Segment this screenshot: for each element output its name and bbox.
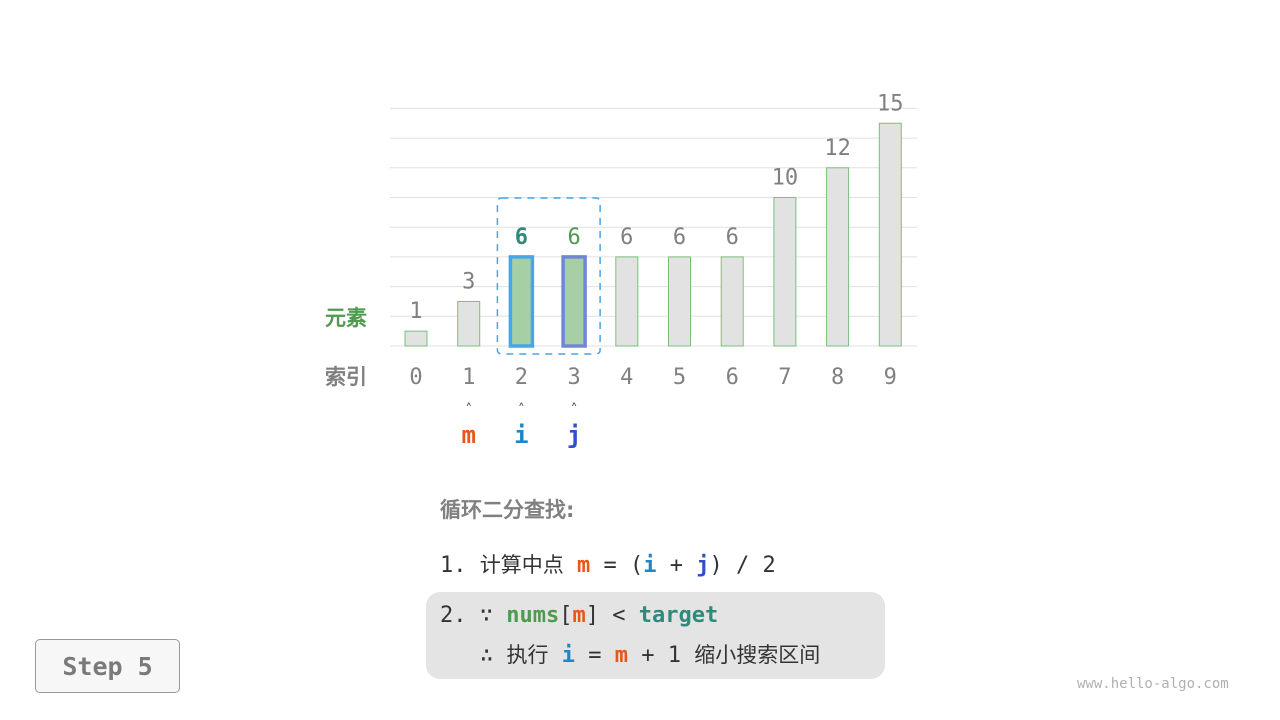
op-plus: +: [641, 643, 655, 668]
index-label: 7: [778, 365, 791, 390]
value-label: 6: [726, 225, 739, 250]
value-label: 6: [673, 225, 686, 250]
bar: [668, 256, 691, 347]
value-label: 6: [515, 225, 528, 250]
value-label: 3: [462, 269, 475, 294]
value-label: 6: [620, 225, 633, 250]
step2-highlight-box: [426, 592, 885, 679]
step2-line1: 2. ∵ nums[m] < target: [440, 603, 718, 628]
step-number: 2.: [440, 603, 467, 628]
value-label: 12: [824, 136, 851, 161]
paren-right: ): [709, 553, 723, 578]
op-lt: <: [612, 603, 626, 628]
bar: [773, 197, 797, 347]
bracket-right: ]: [585, 603, 599, 628]
watermark: www.hello-algo.com: [1077, 676, 1229, 692]
value-label: 1: [409, 299, 422, 324]
step1-text: 计算中点: [479, 553, 564, 577]
const-two: 2: [762, 553, 776, 578]
value-label: 10: [772, 166, 799, 191]
var-i: i: [561, 643, 575, 668]
paren-left: (: [630, 553, 644, 578]
var-m: m: [572, 603, 586, 628]
var-i: i: [643, 553, 657, 578]
bar: [826, 167, 850, 347]
index-label: 6: [726, 365, 739, 390]
bar: [720, 256, 744, 347]
therefore-symbol: ∴: [480, 643, 494, 668]
bracket-left: [: [559, 603, 573, 628]
op-div: /: [736, 553, 750, 578]
var-target: target: [638, 603, 719, 628]
index-label: 9: [884, 365, 897, 390]
bar: [561, 255, 587, 348]
bar: [508, 255, 535, 348]
var-j: j: [696, 553, 710, 578]
bar: [457, 300, 481, 347]
index-label: 5: [673, 365, 686, 390]
pointer-j: j: [567, 421, 581, 449]
bar: [615, 256, 639, 347]
index-label: 1: [462, 365, 475, 390]
step-number: 1.: [440, 553, 467, 578]
var-nums: nums: [506, 603, 560, 628]
value-label: 15: [877, 91, 904, 116]
index-row-label: 索引: [325, 365, 367, 389]
index-label: 4: [620, 365, 633, 390]
op-eq: =: [588, 643, 602, 668]
op-eq: =: [603, 553, 617, 578]
step1-line: 1. 计算中点 m = (i + j) / 2: [440, 549, 776, 579]
op-plus: +: [669, 553, 683, 578]
exec-text: 执行: [506, 643, 549, 667]
pointer-m: m: [461, 421, 475, 449]
search-range-box: [496, 197, 601, 355]
pointer-i: i: [514, 421, 528, 449]
var-m: m: [577, 553, 591, 578]
element-row-label: 元素: [325, 306, 367, 330]
step2-line2: ∴ 执行 i = m + 1 缩小搜索区间: [480, 639, 820, 669]
bar: [404, 330, 428, 347]
index-label: 8: [831, 365, 844, 390]
pointer-arrow-icon: ˄: [465, 402, 472, 418]
explanation-title: 循环二分查找:: [440, 498, 575, 522]
index-label: 0: [409, 365, 422, 390]
var-m: m: [614, 643, 628, 668]
pointer-arrow-icon: ˄: [571, 402, 578, 418]
pointer-arrow-icon: ˄: [518, 402, 525, 418]
because-symbol: ∵: [479, 603, 493, 628]
index-label: 3: [567, 365, 580, 390]
const-one: 1: [667, 643, 681, 668]
step-indicator: Step 5: [35, 639, 180, 693]
shrink-text: 缩小搜索区间: [694, 643, 821, 667]
index-label: 2: [515, 365, 528, 390]
bar: [878, 122, 902, 347]
value-label: 6: [567, 225, 580, 250]
